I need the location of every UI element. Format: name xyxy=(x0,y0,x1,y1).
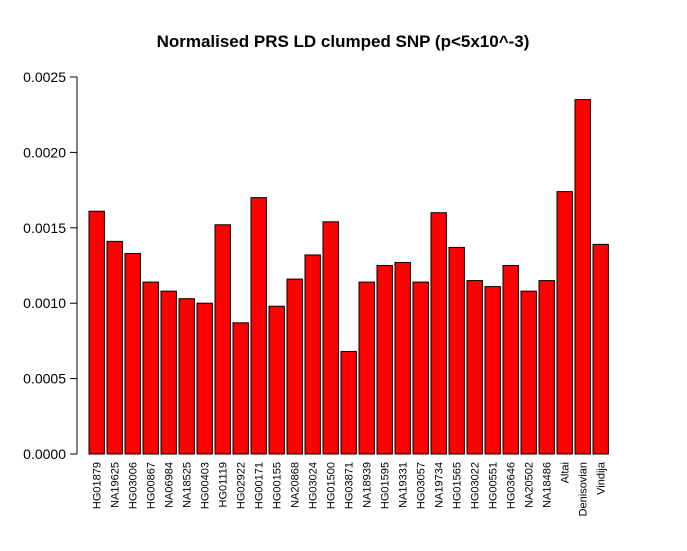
x-tick-label: HG00403 xyxy=(200,462,212,509)
bar-hg01565 xyxy=(448,246,465,455)
bar-hg03871 xyxy=(340,350,357,455)
bar-hg01595 xyxy=(376,265,393,455)
bar-vindija xyxy=(592,243,609,455)
y-tick-label: 0.0015 xyxy=(23,220,66,236)
bar-na19625 xyxy=(106,240,123,455)
x-tick-label: HG03871 xyxy=(344,462,356,509)
x-tick-label: NA20868 xyxy=(290,462,302,508)
x-tick-label: HG02922 xyxy=(236,462,248,509)
x-tick-label: HG00155 xyxy=(272,462,284,509)
x-tick-label: HG03024 xyxy=(308,462,320,509)
bar-hg00551 xyxy=(484,286,501,455)
x-tick-label: NA20502 xyxy=(524,462,536,508)
x-tick-label: HG01119 xyxy=(218,462,230,507)
x-tick-label: HG01500 xyxy=(326,462,338,509)
x-tick-label: HG03057 xyxy=(416,462,428,509)
bar-hg00171 xyxy=(250,197,267,455)
bar-altai xyxy=(556,191,573,455)
x-tick-label: Vindija xyxy=(596,461,608,495)
bar-na18939 xyxy=(358,281,375,455)
bar-hg03646 xyxy=(502,265,519,455)
x-tick-label: NA19331 xyxy=(398,462,410,508)
x-tick-label: NA18939 xyxy=(362,462,374,508)
bar-na20868 xyxy=(286,278,303,455)
bar-hg00403 xyxy=(196,302,213,455)
y-tick-label: 0.0020 xyxy=(23,144,66,160)
bar-na18486 xyxy=(538,280,555,455)
bar-hg01119 xyxy=(214,224,231,455)
bar-na19734 xyxy=(430,212,447,455)
x-tick-label: HG03022 xyxy=(470,462,482,509)
x-tick-label: HG01595 xyxy=(380,462,392,509)
bar-hg01879 xyxy=(88,210,105,455)
y-tick-label: 0.0010 xyxy=(23,295,66,311)
bar-hg01500 xyxy=(322,221,339,455)
bar-hg03057 xyxy=(412,281,429,455)
x-tick-label: HG00171 xyxy=(254,462,266,509)
bars-group xyxy=(88,99,609,455)
x-tick-label: NA06984 xyxy=(164,462,176,508)
y-tick-label: 0.0000 xyxy=(23,446,66,462)
bar-hg03022 xyxy=(466,280,483,455)
x-tick-label: HG03006 xyxy=(128,462,140,509)
x-tick-label: HG01565 xyxy=(452,462,464,509)
y-tick-label: 0.0005 xyxy=(23,371,66,387)
x-tick-label: NA19625 xyxy=(110,462,122,508)
x-tick-label: NA19734 xyxy=(434,462,446,508)
x-tick-label: NA18525 xyxy=(182,462,194,508)
y-tick-label: 0.0025 xyxy=(23,69,66,85)
bar-na06984 xyxy=(160,290,177,455)
bar-denisovian xyxy=(574,99,591,455)
bar-na20502 xyxy=(520,290,537,455)
bar-na19331 xyxy=(394,261,411,455)
chart-title: Normalised PRS LD clumped SNP (p<5x10^-3… xyxy=(157,32,530,51)
bar-hg03006 xyxy=(124,252,141,455)
x-tick-label: HG03646 xyxy=(506,462,518,509)
bar-na18525 xyxy=(178,298,195,455)
x-tick-label: NA18486 xyxy=(542,462,554,508)
bar-hg00155 xyxy=(268,305,285,455)
x-tick-label: HG01879 xyxy=(92,462,104,509)
x-tick-label: HG00867 xyxy=(146,462,158,509)
x-tick-label: HG00551 xyxy=(488,462,500,509)
bar-hg02922 xyxy=(232,322,249,455)
x-tick-label: Denisovian xyxy=(578,462,590,516)
bar-hg00867 xyxy=(142,281,159,455)
bar-hg03024 xyxy=(304,254,321,455)
y-axis: 0.0000 0.0005 0.0010 0.0015 0.0020 0.0025 xyxy=(23,69,78,462)
x-axis-labels: HG01879 NA19625 HG03006 HG00867 NA06984 NA185… xyxy=(92,461,608,516)
x-tick-label: Altai xyxy=(560,462,572,483)
